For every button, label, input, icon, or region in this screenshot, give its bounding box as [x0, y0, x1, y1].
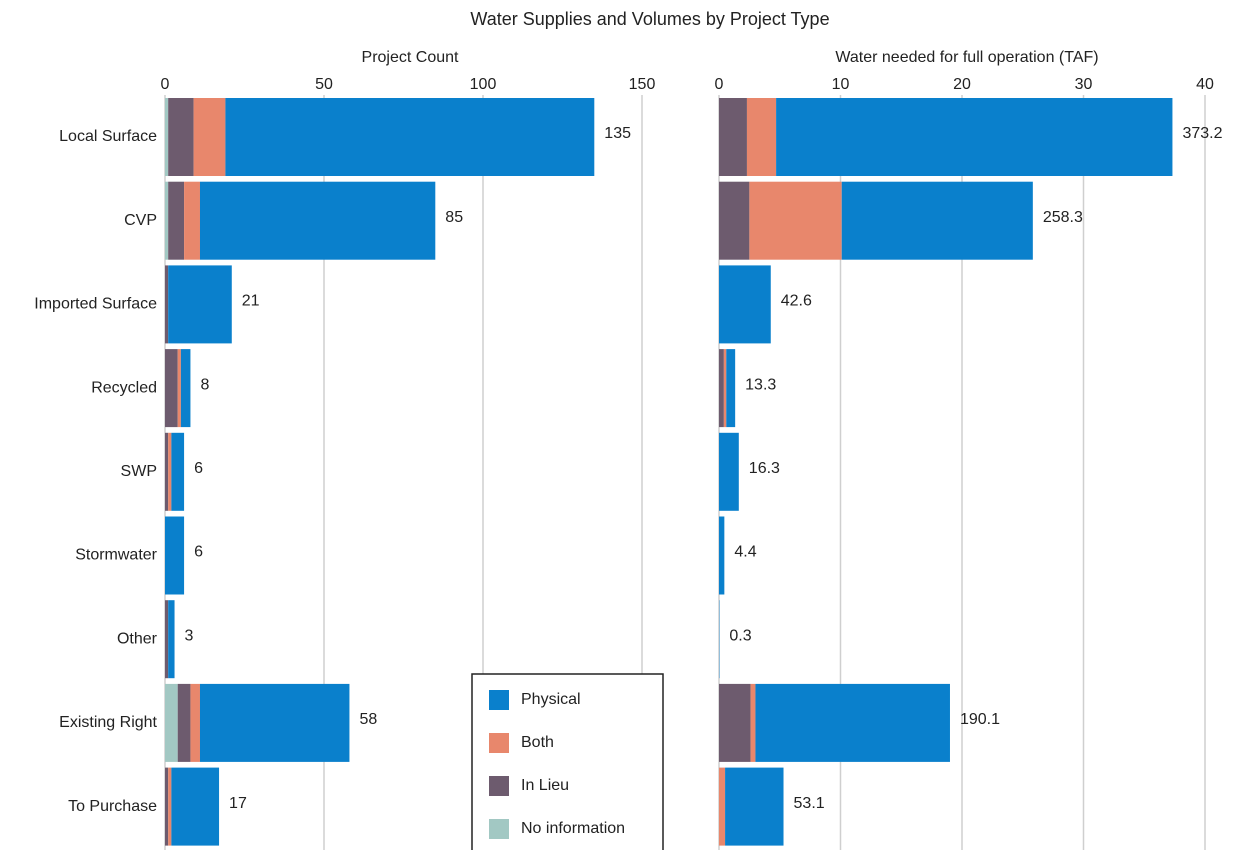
bar-segment — [193, 98, 226, 176]
bar-segment — [171, 432, 185, 511]
bar-segment — [719, 683, 751, 762]
y-tick-label: Imported Surface — [34, 296, 157, 313]
bar-segment — [177, 349, 181, 428]
y-tick-label: CVP — [124, 212, 157, 229]
x-tick-label: 50 — [315, 76, 333, 93]
bar-segment — [750, 683, 756, 762]
bar-segment — [723, 349, 727, 428]
bar-segment — [776, 98, 1173, 176]
y-tick-label: To Purchase — [68, 798, 157, 815]
bar-total-label: 135 — [604, 125, 631, 142]
bar-segment — [165, 767, 169, 846]
bar-segment — [841, 181, 1033, 260]
bar-total-label: 6 — [194, 460, 203, 477]
bar-total-label: 190.1 — [960, 711, 1000, 728]
x-tick-label: 100 — [470, 76, 497, 93]
bar-segment — [165, 516, 185, 595]
bar-segment — [180, 349, 191, 428]
bar-segment — [719, 265, 771, 344]
bar-segment — [177, 683, 191, 762]
bar-segment — [165, 349, 178, 428]
bar-total-label: 17 — [229, 795, 247, 812]
bar-segment — [225, 98, 595, 176]
axis-title: Project Count — [362, 49, 459, 66]
x-tick-label: 10 — [832, 76, 850, 93]
y-tick-label: SWP — [121, 463, 157, 480]
legend-label: No information — [521, 820, 625, 837]
bar-segment — [165, 181, 169, 260]
chart-title: Water Supplies and Volumes by Project Ty… — [470, 9, 829, 29]
bar-segment — [168, 432, 172, 511]
bar-total-label: 6 — [194, 544, 203, 561]
bar-total-label: 16.3 — [749, 460, 780, 477]
y-tick-label: Recycled — [91, 379, 157, 396]
bar-total-label: 0.3 — [729, 627, 751, 644]
x-tick-label: 30 — [1075, 76, 1093, 93]
bar-segment — [749, 181, 842, 260]
bar-segment — [165, 683, 178, 762]
bars — [165, 98, 1173, 846]
y-tick-label: Local Surface — [59, 128, 157, 145]
bar-total-label: 53.1 — [794, 795, 825, 812]
legend-label: Physical — [521, 691, 581, 708]
bar-segment — [726, 349, 736, 428]
bar-segment — [199, 181, 436, 260]
legend-label: Both — [521, 734, 554, 751]
bar-segment — [165, 98, 169, 176]
bar-segment — [719, 432, 739, 511]
bar-segment — [719, 98, 747, 176]
bar-total-label: 85 — [445, 209, 463, 226]
legend-swatch — [489, 690, 509, 710]
x-tick-label: 0 — [161, 76, 170, 93]
bar-total-label: 58 — [359, 711, 377, 728]
legend-swatch — [489, 733, 509, 753]
bar-segment — [168, 265, 232, 344]
bar-segment — [165, 600, 169, 679]
x-tick-label: 150 — [629, 76, 656, 93]
bar-segment — [165, 265, 169, 344]
bar-segment — [168, 181, 185, 260]
bar-total-label: 373.2 — [1182, 125, 1222, 142]
bar-segment — [719, 516, 725, 595]
bar-segment — [168, 767, 172, 846]
x-tick-label: 0 — [715, 76, 724, 93]
bar-segment — [168, 600, 175, 679]
bar-total-label: 13.3 — [745, 376, 776, 393]
bar-total-label: 8 — [200, 376, 209, 393]
bar-total-label: 258.3 — [1043, 209, 1083, 226]
bar-segment — [719, 181, 750, 260]
axis-title: Water needed for full operation (TAF) — [835, 49, 1098, 66]
bar-segment — [184, 181, 200, 260]
bar-total-label: 21 — [242, 293, 260, 310]
bar-segment — [746, 98, 777, 176]
legend: Physical Both In Lieu No information — [471, 673, 664, 850]
y-tick-label: Stormwater — [75, 547, 157, 564]
bar-total-label: 42.6 — [781, 293, 812, 310]
x-tick-label: 20 — [953, 76, 971, 93]
y-tick-label: Other — [117, 630, 158, 647]
legend-swatch — [489, 776, 509, 796]
bar-segment — [725, 767, 784, 846]
bar-total-label: 4.4 — [734, 544, 756, 561]
x-tick-label: 40 — [1196, 76, 1214, 93]
bar-segment — [171, 767, 220, 846]
bar-segment — [199, 683, 350, 762]
bar-segment — [190, 683, 200, 762]
bar-segment — [168, 98, 194, 176]
bar-segment — [719, 349, 724, 428]
bar-segment — [755, 683, 950, 762]
bar-segment — [165, 432, 169, 511]
bar-segment — [719, 767, 726, 846]
legend-label: In Lieu — [521, 777, 569, 794]
legend-swatch — [489, 819, 509, 839]
y-tick-label: Existing Right — [59, 714, 157, 731]
bar-total-label: 3 — [185, 627, 194, 644]
